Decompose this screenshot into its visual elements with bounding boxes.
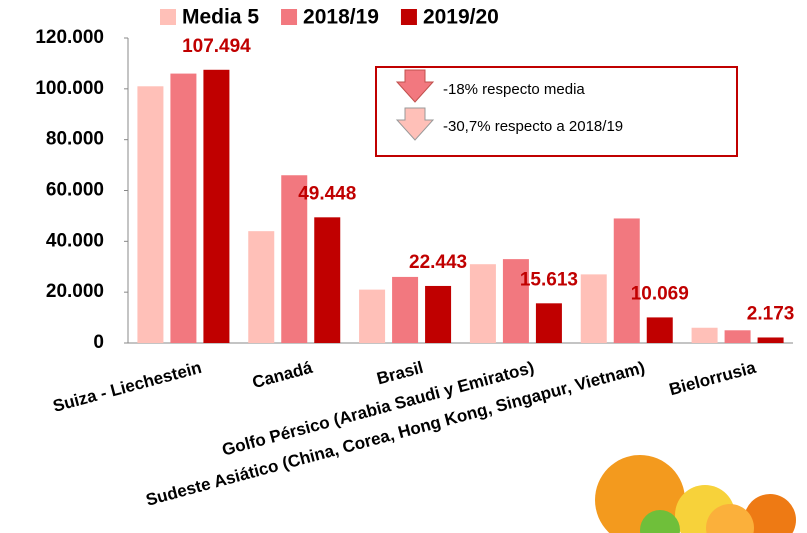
value-label: 22.443 bbox=[409, 252, 467, 273]
bar bbox=[314, 217, 340, 343]
bar bbox=[692, 328, 718, 343]
bar bbox=[614, 218, 640, 343]
bar bbox=[248, 231, 274, 343]
x-tick-label: Brasil bbox=[375, 358, 426, 389]
bar bbox=[170, 74, 196, 343]
bar bbox=[203, 70, 229, 343]
y-tick-label: 0 bbox=[93, 332, 104, 353]
bar bbox=[725, 330, 751, 343]
annotation: -30,7% respecto a 2018/19 bbox=[443, 118, 623, 135]
y-tick-label: 20.000 bbox=[46, 281, 104, 302]
y-tick-label: 100.000 bbox=[35, 78, 104, 99]
legend-label: 2019/20 bbox=[423, 6, 499, 29]
bar bbox=[758, 337, 784, 343]
value-label: 107.494 bbox=[182, 36, 251, 57]
legend-swatch bbox=[281, 9, 297, 25]
legend-label: 2018/19 bbox=[303, 6, 379, 29]
legend-swatch bbox=[401, 9, 417, 25]
fruit-decoration bbox=[595, 455, 796, 533]
bar bbox=[392, 277, 418, 343]
bar bbox=[581, 274, 607, 343]
y-tick-label: 40.000 bbox=[46, 230, 104, 251]
bar bbox=[137, 86, 163, 343]
annotation: -18% respecto media bbox=[443, 81, 585, 98]
x-tick-label: Canadá bbox=[250, 358, 315, 392]
bar bbox=[470, 264, 496, 343]
bar bbox=[536, 303, 562, 343]
y-tick-label: 80.000 bbox=[46, 129, 104, 150]
page: {"chart_data": {"type": "bar", "categori… bbox=[0, 0, 807, 533]
x-tick-label: Bielorrusia bbox=[667, 358, 758, 399]
bar bbox=[647, 317, 673, 343]
value-label: 49.448 bbox=[298, 183, 356, 204]
bar bbox=[425, 286, 451, 343]
value-label: 10.069 bbox=[631, 283, 689, 304]
value-label: 15.613 bbox=[520, 269, 578, 290]
x-tick-label: Suiza - Liechestein bbox=[51, 358, 204, 416]
legend-swatch bbox=[160, 9, 176, 25]
value-label: 2.173 bbox=[747, 303, 795, 324]
y-tick-label: 60.000 bbox=[46, 180, 104, 201]
legend-label: Media 5 bbox=[182, 6, 259, 29]
bar bbox=[359, 290, 385, 343]
chart: -18% respecto media -30,7% respecto a 20… bbox=[0, 0, 807, 533]
y-tick-label: 120.000 bbox=[35, 27, 104, 48]
